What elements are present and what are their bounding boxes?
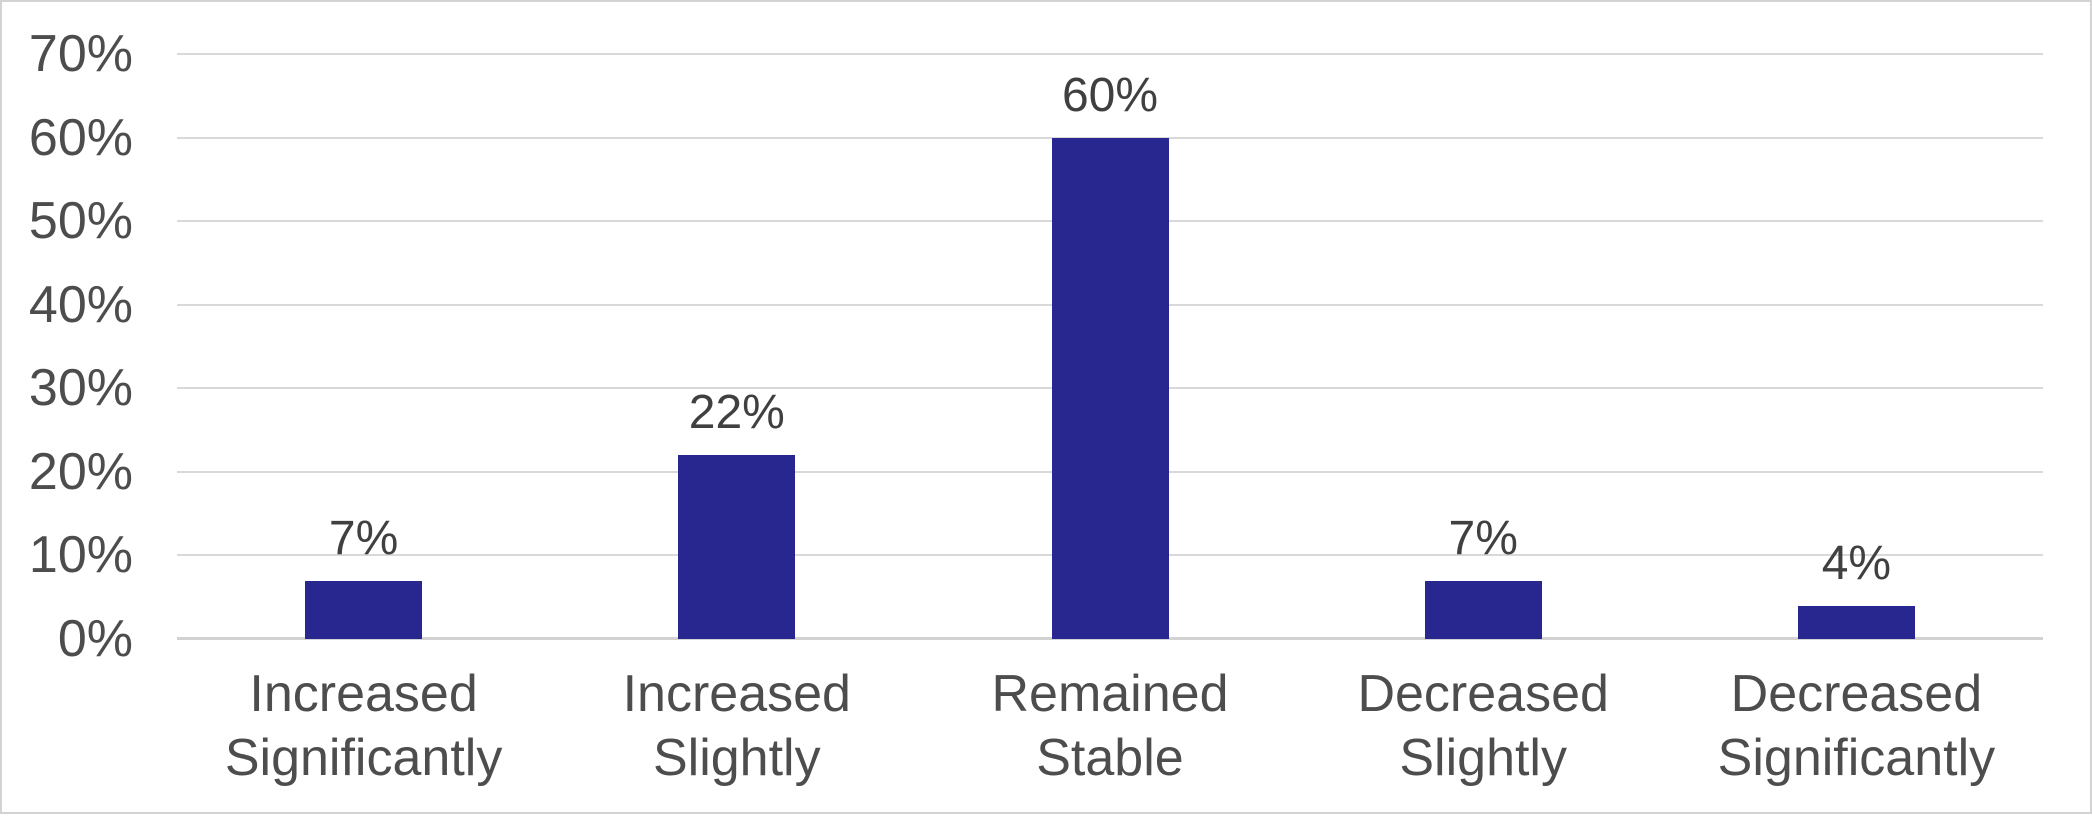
y-axis-tick-label: 10%: [28, 526, 133, 585]
y-axis: 70% 60% 50% 40% 30% 20% 10% 0%: [2, 2, 133, 816]
bar: [305, 580, 423, 639]
bar: [1051, 137, 1169, 639]
data-label: 22%: [688, 386, 785, 440]
gridline: [177, 136, 2043, 139]
x-axis-category-label: Increased Slightly: [622, 665, 851, 787]
y-axis-tick-label: 30%: [28, 359, 133, 418]
y-axis-tick-label: 70%: [28, 25, 133, 83]
y-axis-tick-label: 50%: [28, 192, 133, 251]
x-axis-category-label: Decreased Significantly: [1717, 665, 1996, 787]
y-axis-tick-label: 40%: [28, 275, 133, 334]
data-label: 60%: [1061, 68, 1159, 122]
data-label: 7%: [1448, 511, 1518, 565]
x-axis-category-label: Remained Stable: [991, 665, 1229, 787]
x-axis-category-label: Decreased Slightly: [1357, 665, 1609, 787]
bar: [1424, 580, 1542, 639]
bar: [1797, 605, 1915, 639]
bar: [678, 455, 796, 639]
y-axis-tick-label: 60%: [28, 108, 133, 167]
data-label: 4%: [1821, 536, 1892, 590]
x-axis-category-label: Increased Significantly: [224, 665, 503, 787]
gridline: [177, 53, 2043, 55]
plot-area: 7% 22% 60% 7% 4%: [177, 53, 2043, 640]
y-axis-tick-label: 20%: [28, 442, 133, 501]
data-label: 7%: [328, 511, 399, 565]
y-axis-tick-label: 0%: [57, 610, 133, 668]
x-axis: Increased Significantly Increased Slightl…: [177, 662, 2043, 802]
